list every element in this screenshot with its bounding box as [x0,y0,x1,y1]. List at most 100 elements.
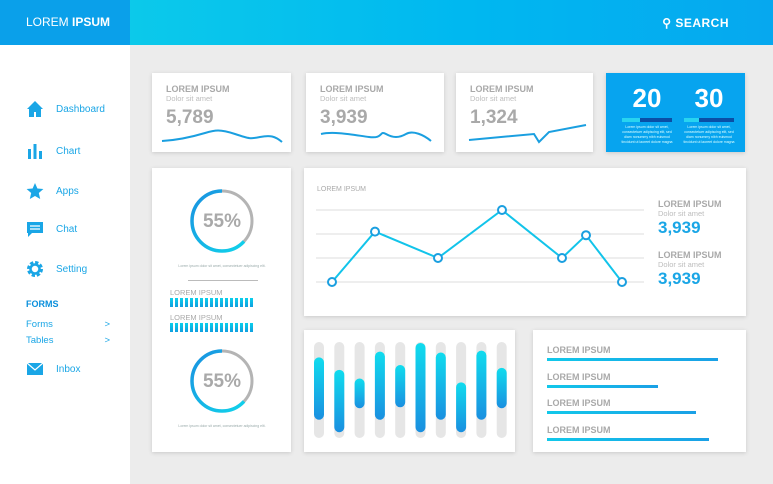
side-stat-subtitle: Dolor sit amet [658,209,705,218]
card-title: LOREM IPSUM [470,84,534,94]
counter: 30 Lorem ipsum dolor sit amet, consectet… [682,83,736,145]
sidebar-item-label: Dashboard [56,103,105,115]
gauge-panel: 55% Lorem ipsum dolor sit amet, consecte… [152,168,291,452]
segmented-progress-bar [170,298,253,307]
stat-value: 5,789 [166,107,214,128]
logo[interactable]: LOREM IPSUM [0,0,130,45]
gauge-caption: Lorem ipsum dolor sit amet, consectetuer… [178,264,266,268]
sidebar-item-forms[interactable]: Forms > [26,319,110,330]
sidebar: Dashboard Chart Apps Chat Setting FORMS … [0,45,130,484]
side-stat-value: 3,939 [658,218,701,237]
section-heading-forms: FORMS [26,299,59,309]
bar[interactable] [334,369,345,433]
counter-progress-fill [622,118,640,122]
data-point[interactable] [581,230,591,241]
data-point[interactable] [617,277,627,287]
counter-value: 20 [632,83,662,113]
progress-label: LOREM IPSUM [547,371,611,382]
sidebar-item-label: Chart [56,145,81,157]
side-stat: LOREM IPSUM Dolor sit amet 3,939 [658,250,722,289]
sidebar-item-inbox[interactable]: Inbox [26,360,80,378]
sidebar-item-chat[interactable]: Chat [26,220,77,238]
divider [188,280,258,281]
sidebar-item-dashboard[interactable]: Dashboard [26,100,105,118]
bar[interactable] [476,350,487,420]
side-stat-value: 3,939 [658,269,701,288]
bar-chart-icon [28,144,42,159]
chevron-right-icon: > [104,335,110,346]
side-stat-subtitle: Dolor sit amet [658,260,705,269]
counter: 20 Lorem ipsum dolor sit amet, consectet… [620,83,674,145]
line-chart [316,205,644,287]
sidebar-item-label: Setting [56,263,88,275]
segment-bar-label: LOREM IPSUM [170,288,223,297]
progress-line [547,437,710,441]
home-icon [27,101,43,117]
gauge-caption: Lorem ipsum dolor sit amet, consectetuer… [178,424,266,428]
bar[interactable] [374,351,385,420]
star-icon [26,183,44,199]
circular-gauge [190,189,254,253]
range-bar-chart [314,342,507,438]
sidebar-item-apps[interactable]: Apps [26,182,79,200]
bar[interactable] [314,357,324,420]
stat-value: 3,939 [320,107,368,128]
sidebar-item-label: Chat [56,223,78,235]
sparkline [320,131,432,142]
progress-label: LOREM IPSUM [547,398,611,408]
stat-card: LOREM IPSUM Dolor sit amet 3,939 [306,73,444,152]
counter-progress [622,118,672,122]
sidebar-item-setting[interactable]: Setting [26,260,87,278]
bar[interactable] [456,382,467,433]
bar-chart-panel [304,330,515,452]
logo-bold: IPSUM [72,15,111,29]
progress-line [547,384,659,388]
sparkline [468,124,587,144]
circular-gauge [190,349,254,413]
gear-icon [27,261,43,277]
data-point[interactable] [557,253,567,263]
gauge-value: 55% [202,371,242,392]
sidebar-item-label: Inbox [56,363,81,375]
side-stat: LOREM IPSUM Dolor sit amet 3,939 [658,199,722,238]
chevron-right-icon: > [104,319,110,330]
card-title: LOREM IPSUM [320,84,384,94]
segment-bar-label: LOREM IPSUM [170,313,223,322]
bar[interactable] [415,342,426,433]
sidebar-item-label: Tables [26,335,54,346]
sidebar-item-tables[interactable]: Tables > [26,335,110,346]
sidebar-item-chart[interactable]: Chart [26,142,80,160]
sidebar-item-label: Forms [26,319,53,330]
bar[interactable] [395,365,406,408]
chat-icon [27,222,43,237]
search-icon: ⚲ [662,16,672,30]
card-subtitle: Dolor sit amet [320,94,367,103]
gauge-value: 55% [202,211,242,232]
side-stat-title: LOREM IPSUM [658,199,722,209]
bar[interactable] [435,352,446,420]
counter-progress [684,118,734,122]
stat-card: LOREM IPSUM Dolor sit amet 1,324 [456,73,593,152]
sidebar-item-label: Apps [56,185,79,197]
line-series [331,208,623,283]
sparkline [161,129,283,143]
stat-card: LOREM IPSUM Dolor sit amet 5,789 [152,73,291,152]
chart-title: LOREM IPSUM [317,186,367,193]
side-stat-title: LOREM IPSUM [658,250,722,260]
counter-value: 30 [694,83,724,113]
progress-line [547,358,718,361]
data-point[interactable] [497,205,507,215]
progress-label: LOREM IPSUM [547,345,611,355]
search-button[interactable]: ⚲ SEARCH [662,16,729,30]
counter-card: 20 Lorem ipsum dolor sit amet, consectet… [606,73,745,152]
stat-value: 1,324 [470,107,518,128]
counter-progress-fill [684,118,699,122]
segmented-progress-bar [170,323,253,332]
bar[interactable] [354,378,365,409]
data-point[interactable] [370,226,380,237]
card-subtitle: Dolor sit amet [470,94,517,103]
data-point[interactable] [433,253,443,263]
progress-label: LOREM IPSUM [547,424,611,435]
bar[interactable] [496,367,507,409]
data-point[interactable] [327,277,337,287]
